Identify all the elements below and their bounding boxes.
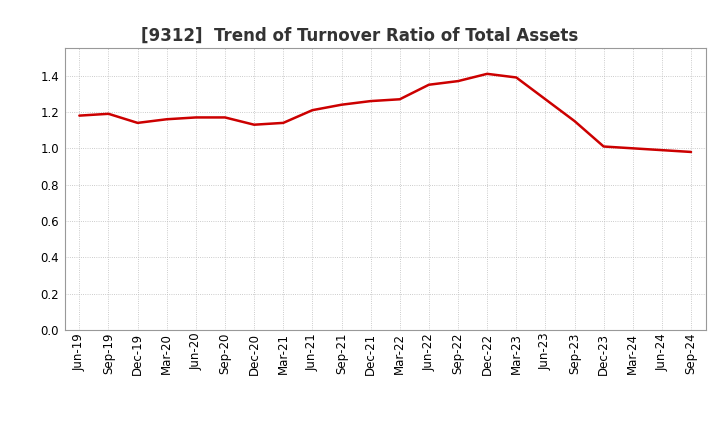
Text: [9312]  Trend of Turnover Ratio of Total Assets: [9312] Trend of Turnover Ratio of Total … bbox=[141, 26, 579, 44]
